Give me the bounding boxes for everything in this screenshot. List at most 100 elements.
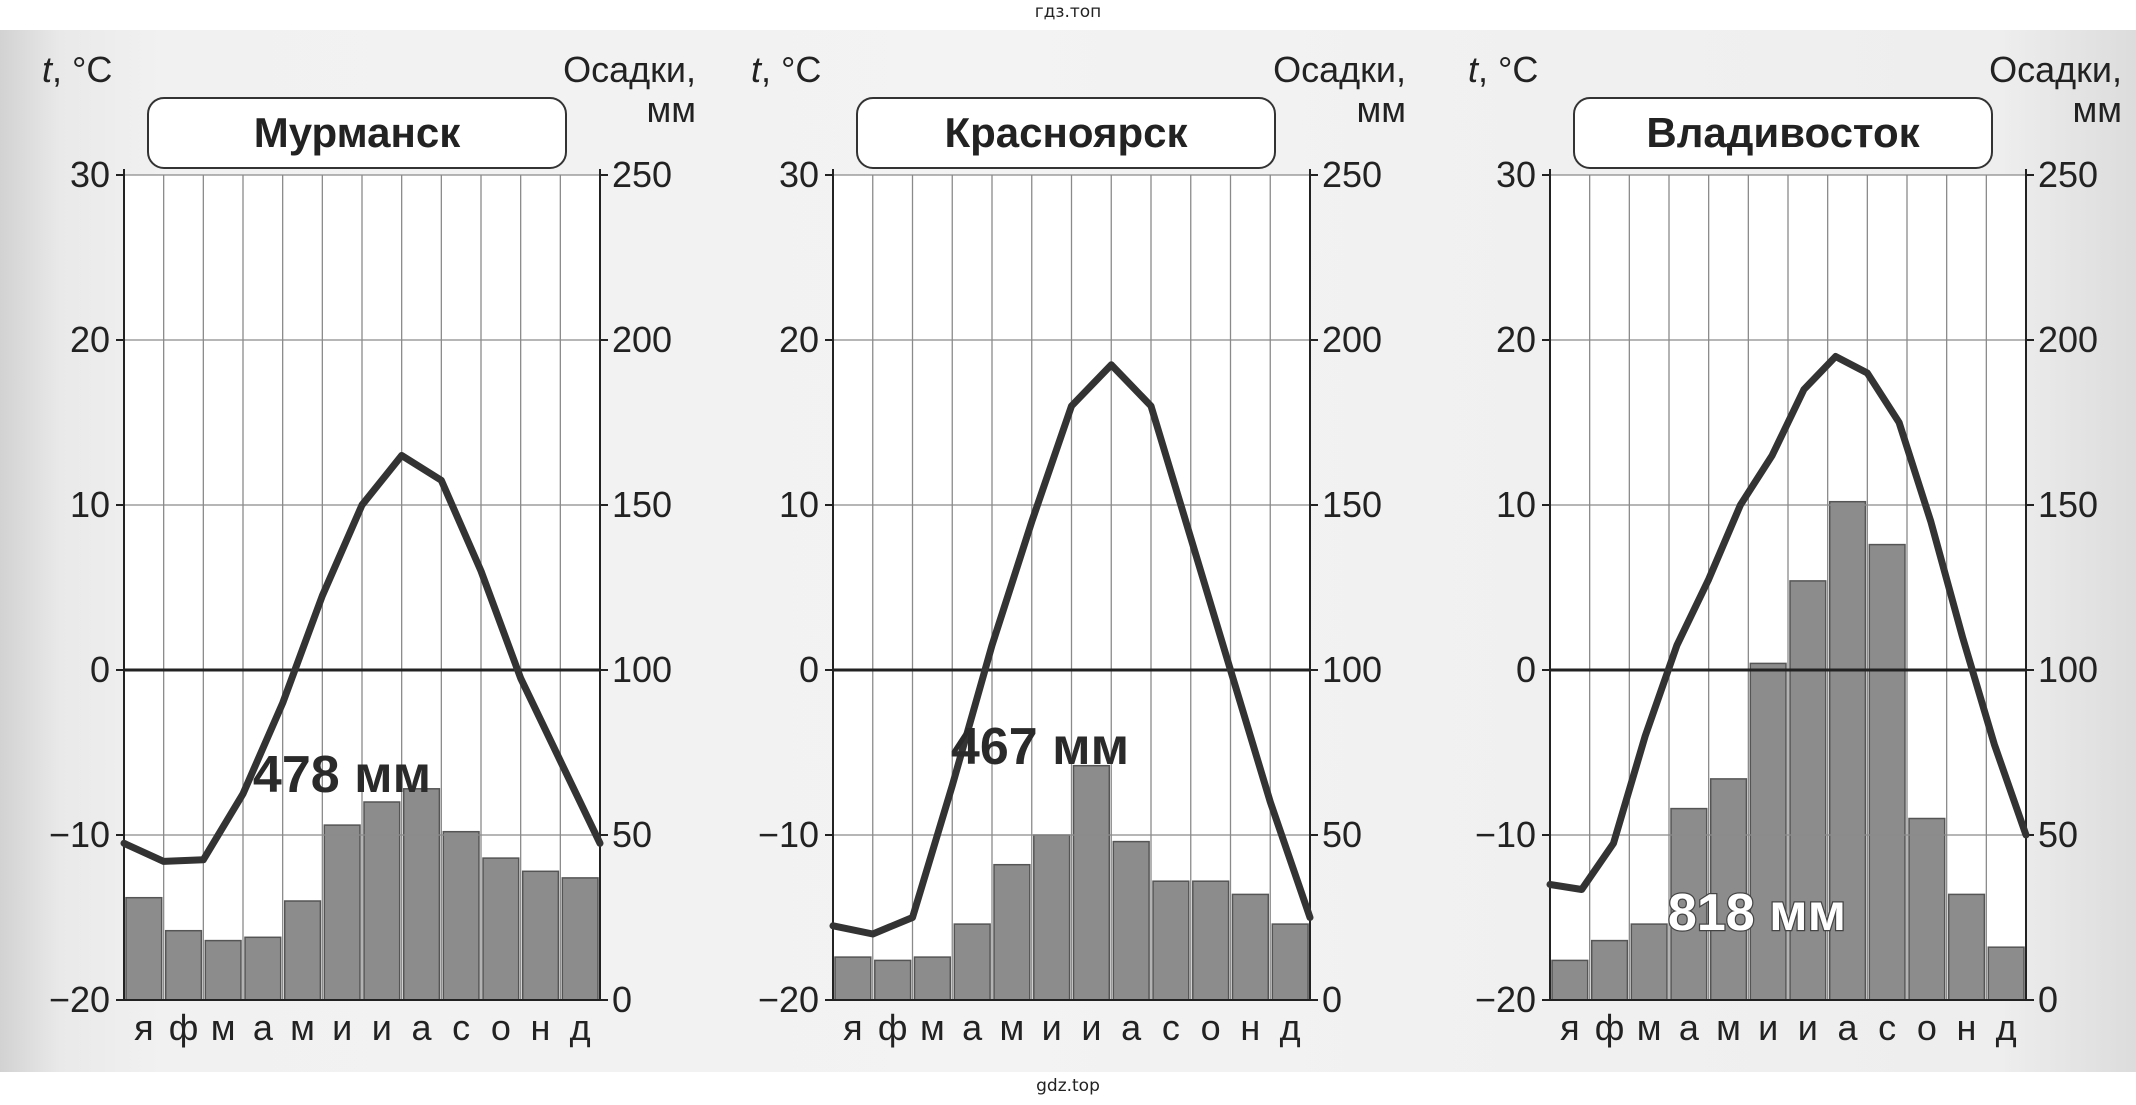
precipitation-bar <box>1152 880 1190 1001</box>
month-label: ф <box>878 1007 908 1048</box>
month-label: с <box>1162 1007 1180 1048</box>
precipitation-bar <box>953 923 991 1001</box>
precip-tick-label: 0 <box>612 979 632 1020</box>
month-label: м <box>1000 1007 1025 1048</box>
month-label: я <box>1560 1007 1580 1048</box>
precipitation-bar <box>521 870 560 1001</box>
watermark-bottom: gdz.top <box>1036 1076 1100 1096</box>
month-label: н <box>531 1007 551 1048</box>
month-label: а <box>253 1007 274 1048</box>
precipitation-bar <box>164 929 203 1001</box>
month-label: н <box>1957 1007 1977 1048</box>
precip-tick-label: 100 <box>1322 649 1382 690</box>
precip-tick-label: 50 <box>1322 814 1362 855</box>
month-label: а <box>962 1007 983 1048</box>
temp-tick-label: 0 <box>1516 649 1536 690</box>
month-label: с <box>1878 1007 1896 1048</box>
precipitation-bar <box>244 936 282 1001</box>
month-label: и <box>1081 1007 1101 1048</box>
temperature-line <box>120 452 604 865</box>
city-title: Красноярск <box>944 109 1188 156</box>
precip-axis-unit: мм <box>1357 89 1407 130</box>
temp-tick-label: 10 <box>1496 484 1536 525</box>
precipitation-bar <box>482 857 520 1001</box>
temp-tick-label: 30 <box>70 154 110 195</box>
temp-tick-label: 20 <box>1496 319 1536 360</box>
month-label: о <box>1917 1007 1937 1048</box>
temperature-line <box>1546 353 2030 893</box>
precipitation-bar <box>1231 893 1270 1001</box>
precip-tick-label: 200 <box>1322 319 1382 360</box>
month-label: а <box>1837 1007 1858 1048</box>
month-label: с <box>452 1007 470 1048</box>
precip-axis-label: Осадки, <box>1273 49 1406 90</box>
city-title-box <box>147 97 567 169</box>
precipitation-bar <box>1551 959 1589 1001</box>
month-label: ф <box>1595 1007 1625 1048</box>
precipitation-bar <box>1868 543 1906 1001</box>
annual-precipitation-label: 478 мм <box>253 746 431 804</box>
temp-tick-label: −20 <box>49 979 110 1020</box>
precipitation-bar <box>323 824 361 1001</box>
month-label: и <box>1042 1007 1062 1048</box>
climate-charts-panel: 30 250 20 200 10 150 0 100 −10 50 −20 0 я ф м а м и и а с о н д… <box>0 30 2136 1072</box>
precipitation-bar <box>874 959 912 1001</box>
month-label: м <box>1716 1007 1741 1048</box>
precipitation-bar <box>1670 807 1708 1001</box>
precipitation-bar <box>993 863 1031 1001</box>
precip-tick-label: 250 <box>2038 154 2098 195</box>
temp-axis-label: t, °C <box>1468 49 1538 90</box>
precipitation-bar <box>561 877 599 1001</box>
month-label: и <box>1798 1007 1818 1048</box>
month-label: а <box>1679 1007 1700 1048</box>
month-label: а <box>1121 1007 1142 1048</box>
temp-tick-label: −10 <box>758 814 819 855</box>
precip-axis-unit: мм <box>647 89 697 130</box>
temp-tick-label: 30 <box>1496 154 1536 195</box>
precipitation-bar <box>1947 893 1986 1001</box>
annual-precipitation-label: 467 мм <box>951 718 1129 776</box>
watermark-top: гдз.топ <box>1034 2 1102 22</box>
city-title-box <box>1573 97 1993 169</box>
precip-tick-label: 200 <box>612 319 672 360</box>
precip-axis-label: Осадки, <box>563 49 696 90</box>
precip-tick-label: 50 <box>2038 814 2078 855</box>
temp-tick-label: 10 <box>779 484 819 525</box>
month-label: а <box>411 1007 432 1048</box>
precipitation-bar <box>442 830 480 1001</box>
temp-tick-label: 10 <box>70 484 110 525</box>
precipitation-bar <box>1749 662 1787 1001</box>
temp-tick-label: −20 <box>758 979 819 1020</box>
precipitation-bar <box>913 956 952 1001</box>
precipitation-bar <box>1630 923 1668 1001</box>
temp-axis-label: t, °C <box>751 49 821 90</box>
precip-tick-label: 0 <box>2038 979 2058 1020</box>
annual-precipitation-label: 818 мм <box>1668 884 1846 942</box>
precip-tick-label: 250 <box>612 154 672 195</box>
city-title: Мурманск <box>254 109 461 156</box>
month-label: м <box>1637 1007 1662 1048</box>
month-label: м <box>211 1007 236 1048</box>
city-title-box <box>856 97 1276 169</box>
month-label: и <box>372 1007 392 1048</box>
month-label: и <box>1758 1007 1778 1048</box>
temp-tick-label: 0 <box>90 649 110 690</box>
precip-tick-label: 150 <box>2038 484 2098 525</box>
month-label: д <box>570 1007 591 1048</box>
precip-tick-label: 150 <box>612 484 672 525</box>
temp-tick-label: 30 <box>779 154 819 195</box>
precip-tick-label: 200 <box>2038 319 2098 360</box>
precipitation-bar <box>125 896 163 1001</box>
precipitation-bar <box>1908 817 1946 1001</box>
precipitation-bar <box>1271 923 1309 1001</box>
temp-axis-label: t, °C <box>42 49 112 90</box>
temp-tick-label: 20 <box>70 319 110 360</box>
month-label: д <box>1280 1007 1301 1048</box>
temp-tick-label: −20 <box>1475 979 1536 1020</box>
precip-tick-label: 150 <box>1322 484 1382 525</box>
city-title: Владивосток <box>1646 109 1920 156</box>
precip-tick-label: 100 <box>2038 649 2098 690</box>
